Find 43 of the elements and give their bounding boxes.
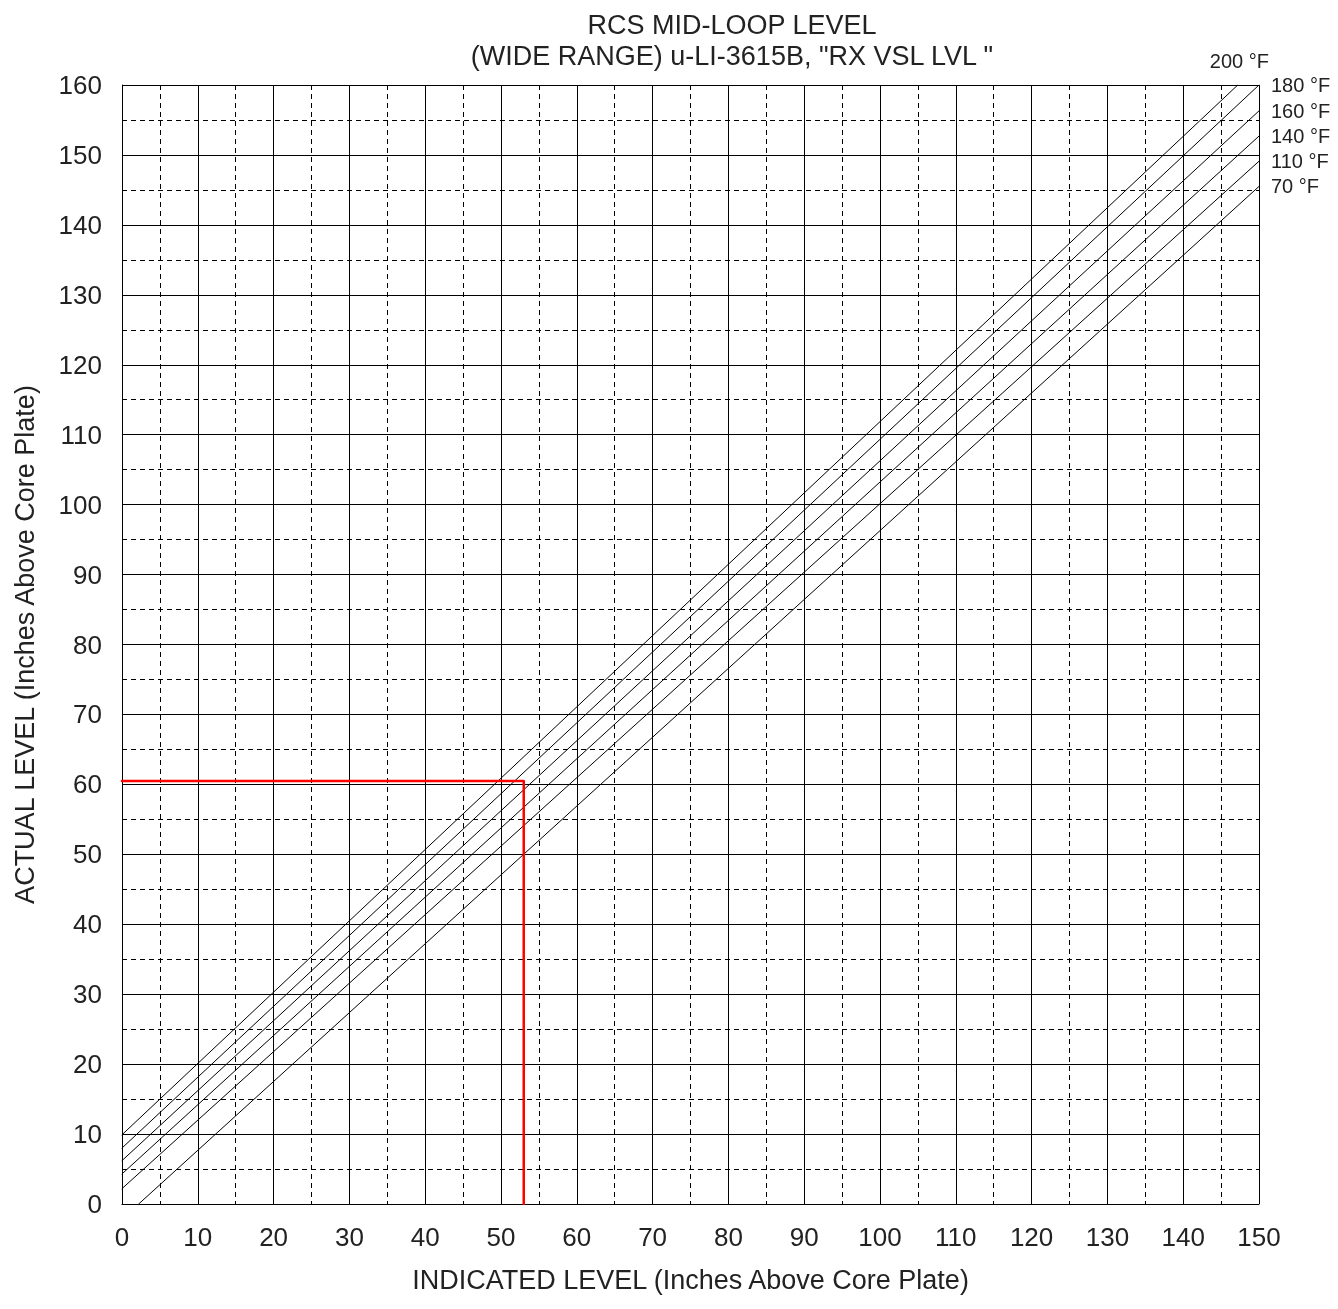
y-tick-label: 110 bbox=[60, 419, 102, 450]
y-tick-label: 10 bbox=[73, 1119, 102, 1150]
x-tick-label: 0 bbox=[114, 1222, 130, 1252]
y-tick-label: 100 bbox=[58, 489, 102, 520]
y-tick-label: 150 bbox=[58, 139, 102, 170]
x-tick-label: 50 bbox=[486, 1222, 516, 1252]
y-tick-label: 60 bbox=[73, 769, 102, 800]
x-tick-label: 130 bbox=[1085, 1222, 1130, 1252]
x-tick-label: 30 bbox=[334, 1222, 364, 1252]
series-label: 140 °F bbox=[1271, 125, 1331, 148]
y-tick-label: 70 bbox=[73, 699, 102, 730]
x-tick-label: 40 bbox=[410, 1222, 440, 1252]
y-tick-label: 160 bbox=[58, 70, 102, 100]
x-tick-label: 10 bbox=[183, 1222, 213, 1252]
y-tick-label: 130 bbox=[58, 279, 102, 310]
x-tick-label: 140 bbox=[1161, 1222, 1205, 1252]
x-tick-label: 80 bbox=[713, 1222, 743, 1252]
x-tick-label: 20 bbox=[259, 1222, 289, 1252]
x-tick-label: 60 bbox=[562, 1222, 592, 1252]
x-tick-label: 120 bbox=[1009, 1222, 1054, 1252]
y-tick-label: 20 bbox=[73, 1049, 102, 1080]
y-tick-label: 80 bbox=[73, 629, 102, 660]
x-tick-label: 70 bbox=[638, 1222, 668, 1252]
series-label: 160 °F bbox=[1271, 99, 1331, 122]
y-tick-label: 90 bbox=[73, 559, 102, 590]
series-label: 110 °F bbox=[1271, 150, 1329, 173]
x-tick-label: 100 bbox=[858, 1222, 902, 1252]
x-tick-label: 150 bbox=[1237, 1222, 1281, 1252]
y-tick-label: 0 bbox=[87, 1189, 102, 1219]
chart-subtitle: (WIDE RANGE) u-LI-3615B, "RX VSL LVL " bbox=[470, 40, 994, 71]
x-tick-label: 110 bbox=[935, 1222, 977, 1252]
y-tick-label: 40 bbox=[73, 909, 102, 940]
y-tick-label: 120 bbox=[58, 349, 102, 380]
series-label: 70 °F bbox=[1271, 175, 1320, 198]
y-axis-title: ACTUAL LEVEL (Inches Above Core Plate) bbox=[9, 385, 40, 904]
x-axis-title: INDICATED LEVEL (Inches Above Core Plate) bbox=[412, 1264, 969, 1295]
chart-title: RCS MID-LOOP LEVEL bbox=[587, 9, 877, 40]
series-label: 180 °F bbox=[1271, 74, 1331, 96]
series-label: 200 °F bbox=[1209, 50, 1269, 72]
y-tick-label: 50 bbox=[73, 839, 102, 870]
x-tick-label: 90 bbox=[789, 1222, 819, 1252]
y-tick-label: 140 bbox=[58, 209, 102, 240]
y-tick-label: 30 bbox=[73, 979, 102, 1010]
